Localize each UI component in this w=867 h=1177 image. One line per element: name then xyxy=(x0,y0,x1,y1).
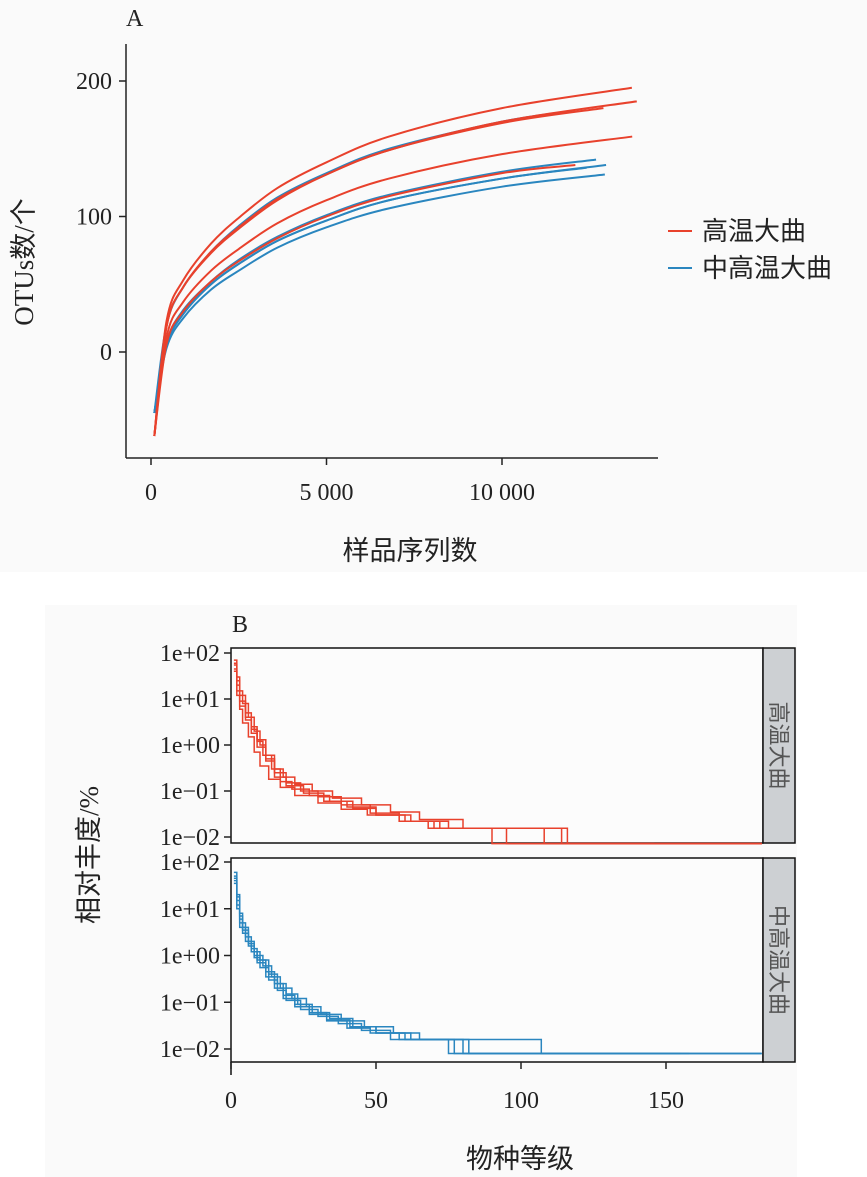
panel-b-y-label: 相对丰度/% xyxy=(74,786,104,924)
y-tick-label: 1e−02 xyxy=(160,1037,220,1063)
panel-a-background xyxy=(0,0,867,572)
facet-panel xyxy=(230,647,764,844)
facet-mid-high-temp: 中高温大曲 1e+02 1e+01 1e+00 1e−01 1e−02 xyxy=(160,850,796,1063)
rarefaction-curve-high-temp-5 xyxy=(153,86,633,437)
facet-strip xyxy=(762,857,796,1063)
rarefaction-curve-high-temp-9 xyxy=(153,164,576,437)
y-tick-label: 1e+02 xyxy=(160,641,220,667)
panel-a-x-label: 样品序列数 xyxy=(343,536,478,566)
y-tick-label: 100 xyxy=(76,205,112,231)
rarefaction-curve-high-temp-8 xyxy=(153,135,633,437)
panel-a-curves xyxy=(153,86,637,437)
rarefaction-curve-mid-high-temp-4 xyxy=(153,173,605,414)
rank-abundance-curve-4 xyxy=(233,668,762,845)
facet-panel xyxy=(230,857,764,1063)
y-tick-label: 1e−02 xyxy=(160,825,220,851)
y-tick-label: 1e+01 xyxy=(160,897,220,923)
y-tick-label: 200 xyxy=(76,69,112,95)
y-tick-label: 1e−01 xyxy=(160,779,220,805)
x-tick-label: 50 xyxy=(364,1088,388,1114)
panel-a-ticks: 0 100 200 0 5 000 10 000 xyxy=(76,69,535,506)
x-tick-label: 5 000 xyxy=(300,480,354,506)
y-tick-label: 1e−01 xyxy=(160,990,220,1016)
panel-a-label: A xyxy=(126,6,144,32)
facet-strip-label: 中高温大曲 xyxy=(766,905,791,1015)
rarefaction-curve-mid-high-temp-3 xyxy=(153,166,587,414)
facet-strip-label: 高温大曲 xyxy=(766,701,791,789)
y-tick-label: 1e+02 xyxy=(160,850,220,876)
rank-abundance-curve-4 xyxy=(233,879,762,1055)
facet-strip xyxy=(762,647,796,844)
legend: 高温大曲 中高温大曲 xyxy=(668,217,832,283)
x-tick-label: 0 xyxy=(225,1088,237,1114)
x-tick-label: 150 xyxy=(648,1088,684,1114)
legend-label-high-temp: 高温大曲 xyxy=(702,217,806,246)
panel-a-y-label: OTUs数/个 xyxy=(9,198,39,326)
y-tick-label: 1e+00 xyxy=(160,733,220,759)
x-tick-label: 0 xyxy=(145,480,157,506)
rarefaction-curve-high-temp-7 xyxy=(153,107,604,437)
panel-b-x-label: 物种等级 xyxy=(466,1144,574,1174)
y-tick-label: 1e+01 xyxy=(160,687,220,713)
facet-high-temp: 高温大曲 1e+02 1e+01 1e+00 1e−01 1e−02 xyxy=(160,641,796,851)
y-tick-label: 0 xyxy=(100,340,112,366)
panel-b-label: B xyxy=(232,612,248,638)
x-tick-label: 10 000 xyxy=(469,480,535,506)
panel-b-facets: 高温大曲1e+021e+011e+001e−011e−02中高温大曲1e+021… xyxy=(160,641,796,1063)
legend-label-mid-high-temp: 中高温大曲 xyxy=(702,254,832,283)
x-tick-label: 100 xyxy=(503,1088,539,1114)
y-tick-label: 1e+00 xyxy=(160,944,220,970)
panel-b-x-ticks: 0 50 100 150 xyxy=(225,1062,684,1114)
